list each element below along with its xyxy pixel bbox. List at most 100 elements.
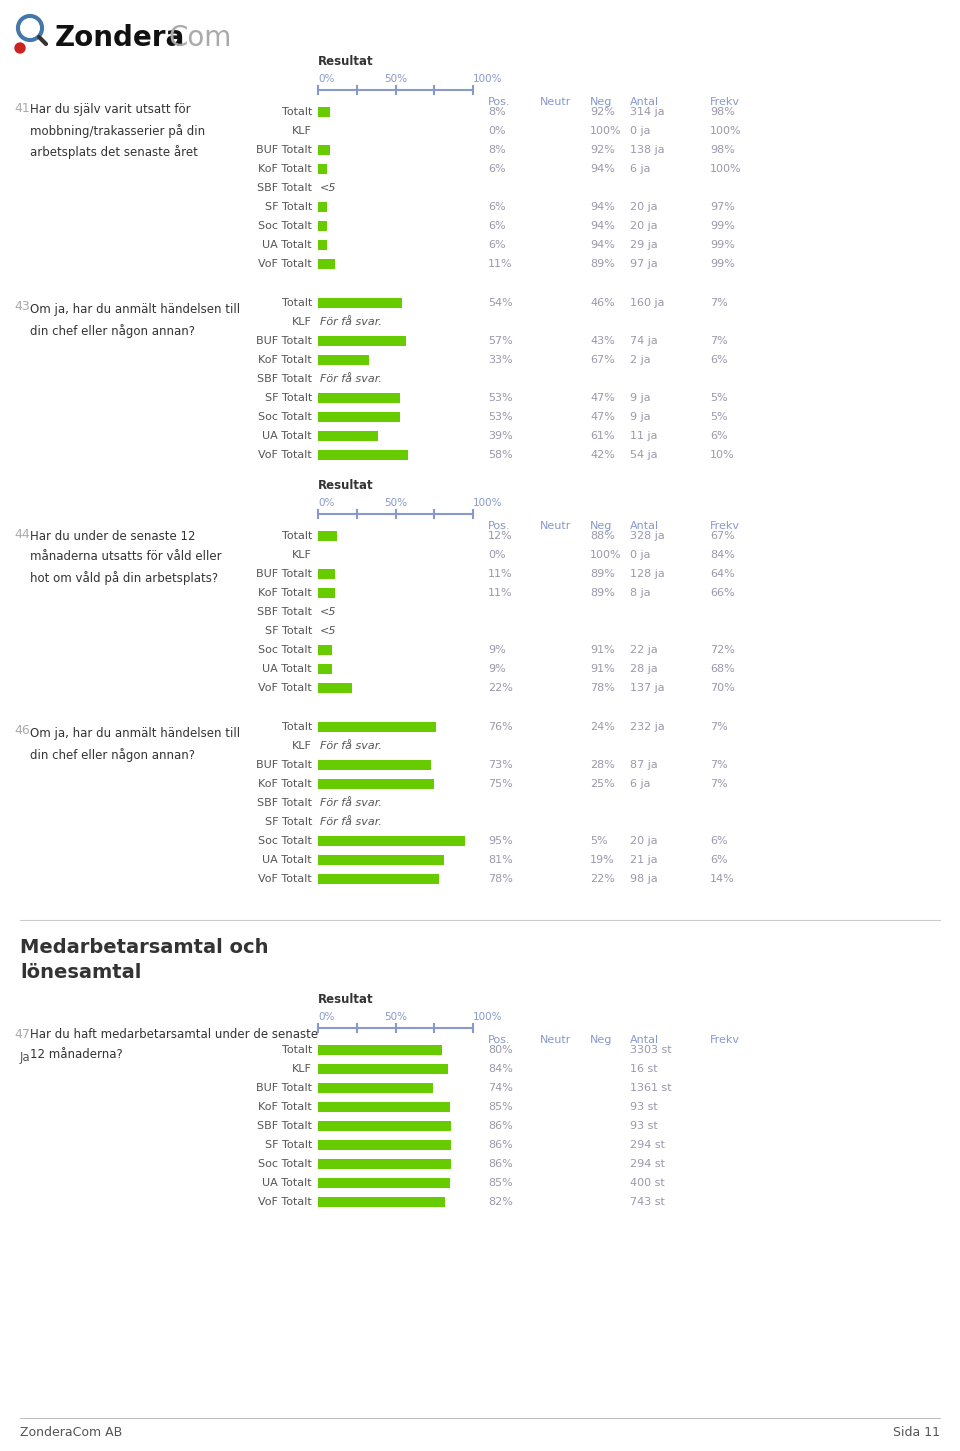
Text: 61%: 61% [590, 431, 614, 441]
Text: Pos.: Pos. [488, 97, 511, 107]
Bar [318, 569, 335, 579]
Text: 92%: 92% [590, 107, 614, 118]
Text: 9 ja: 9 ja [630, 412, 651, 422]
Text: Totalt: Totalt [281, 107, 312, 118]
Text: KoF Totalt: KoF Totalt [258, 164, 312, 174]
Text: 6 ja: 6 ja [630, 164, 651, 174]
Text: KoF Totalt: KoF Totalt [258, 355, 312, 366]
Text: 99%: 99% [710, 221, 734, 231]
Text: 7%: 7% [710, 723, 728, 731]
Text: SBF Totalt: SBF Totalt [257, 607, 312, 617]
Text: KLF: KLF [292, 126, 312, 136]
Text: Har du under de senaste 12
månaderna utsatts för våld eller
hot om våld på din a: Har du under de senaste 12 månaderna uts… [30, 530, 222, 585]
Text: 22%: 22% [590, 874, 614, 884]
Text: Ja: Ja [20, 1052, 31, 1065]
Text: 7%: 7% [710, 779, 728, 789]
Text: Totalt: Totalt [281, 531, 312, 541]
Text: BUF Totalt: BUF Totalt [256, 337, 312, 345]
Text: 53%: 53% [488, 412, 513, 422]
Text: 100%: 100% [710, 164, 742, 174]
Text: Pos.: Pos. [488, 1035, 511, 1045]
Text: 47: 47 [14, 1027, 30, 1040]
Text: KLF: KLF [292, 741, 312, 752]
Bar [318, 107, 330, 118]
Text: Neg: Neg [590, 1035, 612, 1045]
Text: 6 ja: 6 ja [630, 779, 651, 789]
Text: KLF: KLF [292, 1064, 312, 1074]
Text: Om ja, har du anmält händelsen till
din chef eller någon annan?: Om ja, har du anmält händelsen till din … [30, 303, 240, 338]
Text: VoF Totalt: VoF Totalt [258, 874, 312, 884]
Text: Neutr: Neutr [540, 521, 571, 531]
Text: 24%: 24% [590, 723, 614, 731]
Text: 78%: 78% [488, 874, 513, 884]
Bar [318, 412, 400, 422]
Bar [318, 1082, 433, 1093]
Bar [318, 297, 401, 308]
Text: 6%: 6% [488, 164, 506, 174]
Text: Totalt: Totalt [281, 1045, 312, 1055]
Text: 97%: 97% [710, 202, 734, 212]
Text: Medarbetarsamtal och
lönesamtal: Medarbetarsamtal och lönesamtal [20, 937, 269, 982]
Text: 20 ja: 20 ja [630, 221, 658, 231]
Text: 8%: 8% [488, 145, 506, 155]
Bar [318, 164, 327, 174]
Text: 74 ja: 74 ja [630, 337, 658, 345]
Text: <5: <5 [320, 183, 337, 193]
Text: 6%: 6% [488, 239, 506, 250]
Text: 99%: 99% [710, 258, 734, 268]
Text: 47%: 47% [590, 412, 614, 422]
Text: 22%: 22% [488, 683, 513, 694]
Bar [318, 337, 406, 345]
Text: För få svar.: För få svar. [320, 817, 382, 827]
Text: Zondera: Zondera [55, 25, 185, 52]
Text: 14%: 14% [710, 874, 734, 884]
Text: Om ja, har du anmält händelsen till
din chef eller någon annan?: Om ja, har du anmält händelsen till din … [30, 727, 240, 762]
Text: 2 ja: 2 ja [630, 355, 651, 366]
Text: VoF Totalt: VoF Totalt [258, 450, 312, 460]
Text: SF Totalt: SF Totalt [265, 625, 312, 636]
Text: 0 ja: 0 ja [630, 550, 651, 560]
Bar [318, 239, 327, 250]
Text: 67%: 67% [710, 531, 734, 541]
Text: 11%: 11% [488, 569, 513, 579]
Text: 314 ja: 314 ja [630, 107, 664, 118]
Text: 80%: 80% [488, 1045, 513, 1055]
Bar [318, 393, 400, 403]
Bar [318, 723, 436, 731]
Text: 1361 st: 1361 st [630, 1082, 672, 1093]
Text: Antal: Antal [630, 521, 660, 531]
Text: Soc Totalt: Soc Totalt [258, 1159, 312, 1170]
Text: 6%: 6% [710, 355, 728, 366]
Text: 98 ja: 98 ja [630, 874, 658, 884]
Text: 81%: 81% [488, 855, 513, 865]
Text: 64%: 64% [710, 569, 734, 579]
Text: Neutr: Neutr [540, 97, 571, 107]
Text: UA Totalt: UA Totalt [262, 855, 312, 865]
Text: 294 st: 294 st [630, 1140, 665, 1151]
Text: 85%: 85% [488, 1178, 513, 1188]
Text: 11 ja: 11 ja [630, 431, 658, 441]
Bar [318, 760, 431, 770]
Text: 10%: 10% [710, 450, 734, 460]
Text: 91%: 91% [590, 646, 614, 654]
Text: 100%: 100% [590, 126, 622, 136]
Text: 92%: 92% [590, 145, 614, 155]
Text: 70%: 70% [710, 683, 734, 694]
Text: UA Totalt: UA Totalt [262, 431, 312, 441]
Bar [318, 1122, 451, 1130]
Text: 72%: 72% [710, 646, 734, 654]
Text: 75%: 75% [488, 779, 513, 789]
Text: 41: 41 [14, 102, 30, 115]
Bar [318, 355, 370, 366]
Bar [318, 221, 327, 231]
Bar [318, 431, 378, 441]
Text: 74%: 74% [488, 1082, 513, 1093]
Text: 88%: 88% [590, 531, 614, 541]
Bar [318, 874, 439, 884]
Text: 76%: 76% [488, 723, 513, 731]
Text: 94%: 94% [590, 202, 614, 212]
Text: 57%: 57% [488, 337, 513, 345]
Text: 66%: 66% [710, 588, 734, 598]
Text: BUF Totalt: BUF Totalt [256, 1082, 312, 1093]
Text: 6%: 6% [710, 836, 728, 846]
